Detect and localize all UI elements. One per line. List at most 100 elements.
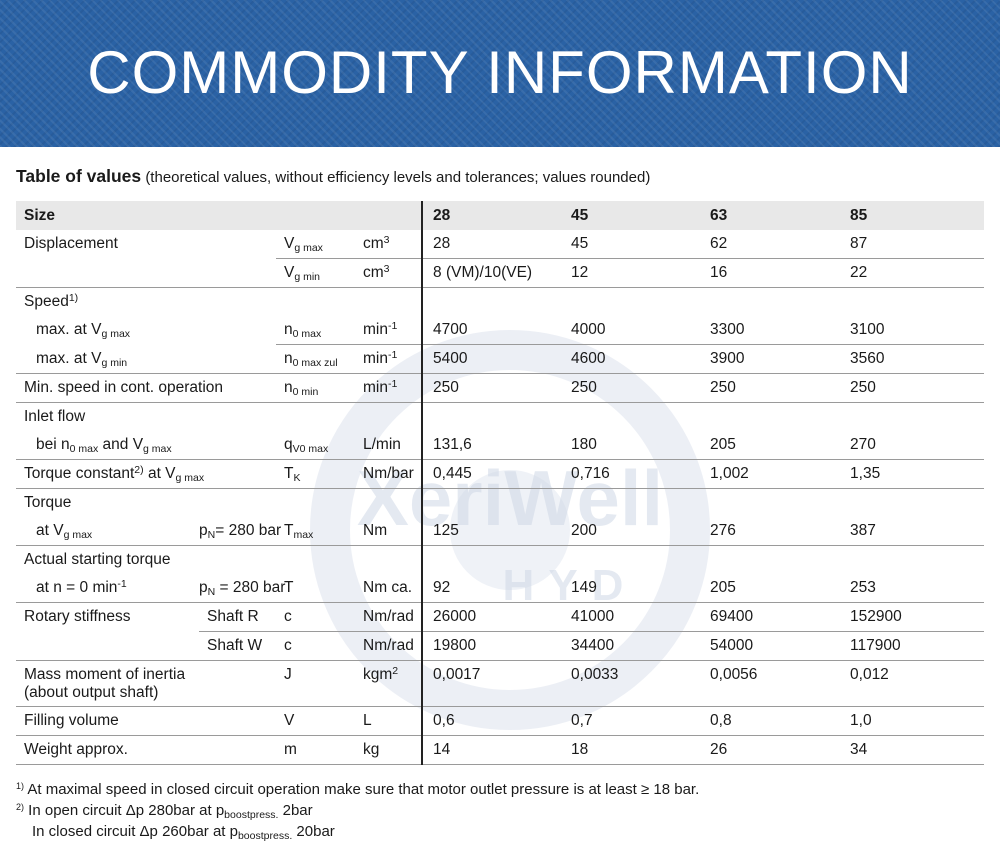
inlet-flow-header-row: Inlet flow [16,402,985,431]
shaft-r-label: Shaft R [199,602,276,632]
speed-label: Speed1) [16,287,423,316]
torque-constant-row: Torque constant2) at Vg max TK Nm/bar 0,… [16,459,985,489]
filling-row: Filling volume V L 0,6 0,7 0,8 1,0 [16,706,985,736]
unit: cm3 [363,234,390,252]
cell: 387 [850,522,876,539]
symbol: J [276,660,355,707]
cell: 87 [850,235,868,252]
cell: 18 [563,735,703,765]
cell: 276 [710,522,736,539]
symbol: n0 min [276,373,355,403]
cell: 180 [571,436,597,453]
torque-header-row: Torque [16,488,985,517]
inlet-flow-row: bei n0 max and Vg max qV0 max L/min 131,… [16,431,984,460]
table-title: Table of values [16,166,142,186]
min-speed-row: Min. speed in cont. operation n0 min min… [16,373,985,403]
unit: min-1 [355,373,423,403]
cell: 3900 [702,344,843,374]
symbol: c [276,602,355,632]
unit: L/min [363,436,401,453]
size-row: Size 28 45 63 85 [16,201,985,230]
cell: 253 [850,579,876,596]
cell: 34400 [563,631,703,661]
values-table: Size 28 45 63 85 Displacement Vg max cm3… [16,201,985,765]
footnote-2-cont: In closed circuit Δp 260bar at pboostpre… [32,823,335,842]
cell: 19800 [421,631,564,661]
starting-torque-header-row: Actual starting torque [16,545,985,574]
inertia-label: Mass moment of inertia (about output shaf… [16,660,276,707]
table-note: (theoretical values, without efficiency … [145,169,651,186]
size-85: 85 [842,201,985,230]
unit: kgm2 [355,660,423,707]
cell: 205 [710,436,736,453]
unit: Nm/rad [355,602,423,632]
displacement-label: Displacement [24,235,118,253]
cell: 8 (VM)/10(VE) [421,258,564,288]
cell: 0,0017 [421,660,564,707]
starting-torque-label: Actual starting torque [16,545,423,574]
speed-min-row: max. at Vg min n0 max zul min-1 5400 460… [16,344,985,374]
torque-pressure: pN= 280 bar [199,522,282,541]
symbol: Vg min [276,258,355,288]
symbol: n0 max zul [276,344,355,374]
symbol: Vg max [284,235,323,254]
cell: 0,0033 [563,660,703,707]
symbol: T [284,579,294,596]
symbol: n0 max [284,321,322,340]
size-63: 63 [702,201,843,230]
banner-title: COMMODITY INFORMATION [87,39,913,106]
shaft-w-label: Shaft W [199,631,276,661]
header-banner: COMMODITY INFORMATION [0,0,1000,147]
inlet-flow-label: Inlet flow [16,402,423,431]
cell: 125 [421,517,564,546]
displacement-min-row: Vg min cm3 8 (VM)/10(VE) 12 16 22 [16,258,985,288]
cell: 22 [842,258,985,288]
cell: 14 [421,735,564,765]
cell: 250 [563,373,703,403]
cell: 149 [571,579,597,596]
inlet-flow-sub-label: bei n0 max and Vg max [36,436,172,455]
cell: 0,6 [421,706,564,736]
cell: 1,002 [702,459,843,489]
cell: 0,8 [702,706,843,736]
cell: 117900 [842,631,985,661]
starting-torque-row: at n = 0 min-1 pN = 280 bar T Nm ca. 92 … [16,574,984,603]
table-heading: Table of values (theoretical values, wit… [16,166,650,187]
cell: 200 [571,522,597,539]
size-28: 28 [421,201,564,230]
cell: 0,716 [563,459,703,489]
starting-torque-at-label: at n = 0 min-1 [36,578,127,596]
cell: 0,445 [421,459,564,489]
cell: 3300 [710,321,745,338]
unit: Nm/bar [355,459,423,489]
rotary-stiffness-r-row: Rotary stiffness Shaft R c Nm/rad 26000 … [16,602,985,632]
unit: Nm [363,522,388,539]
cell: 0,012 [842,660,985,707]
cell: 12 [563,258,703,288]
cell: 69400 [702,602,843,632]
symbol: qV0 max [284,436,329,455]
cell: 16 [702,258,843,288]
footnote-2: 2) In open circuit Δp 280bar at pboostpr… [16,802,313,821]
cell: 0,7 [563,706,703,736]
size-label: Size [16,201,423,230]
symbol: m [276,735,355,765]
displacement-max-row: Displacement Vg max cm3 28 45 62 87 [16,230,984,259]
speed-header-row: Speed1) [16,287,985,316]
cell: 4600 [563,344,703,374]
torque-row: at Vg max pN= 280 bar Tmax Nm 125 200 27… [16,517,984,546]
cell: 34 [842,735,985,765]
cell: 250 [421,373,564,403]
unit: cm3 [355,258,423,288]
speed-max-label: max. at Vg max [36,321,131,341]
unit: kg [355,735,423,765]
rotary-stiffness-w-row: Shaft W c Nm/rad 19800 34400 54000 11790… [16,631,985,661]
cell: 4000 [571,321,606,338]
weight-label: Weight approx. [16,735,276,765]
cell: 1,35 [842,459,985,489]
cell: 41000 [563,602,703,632]
cell: 92 [421,574,564,603]
cell: 26000 [421,602,564,632]
unit: Nm/rad [355,631,423,661]
cell: 1,0 [842,706,985,736]
